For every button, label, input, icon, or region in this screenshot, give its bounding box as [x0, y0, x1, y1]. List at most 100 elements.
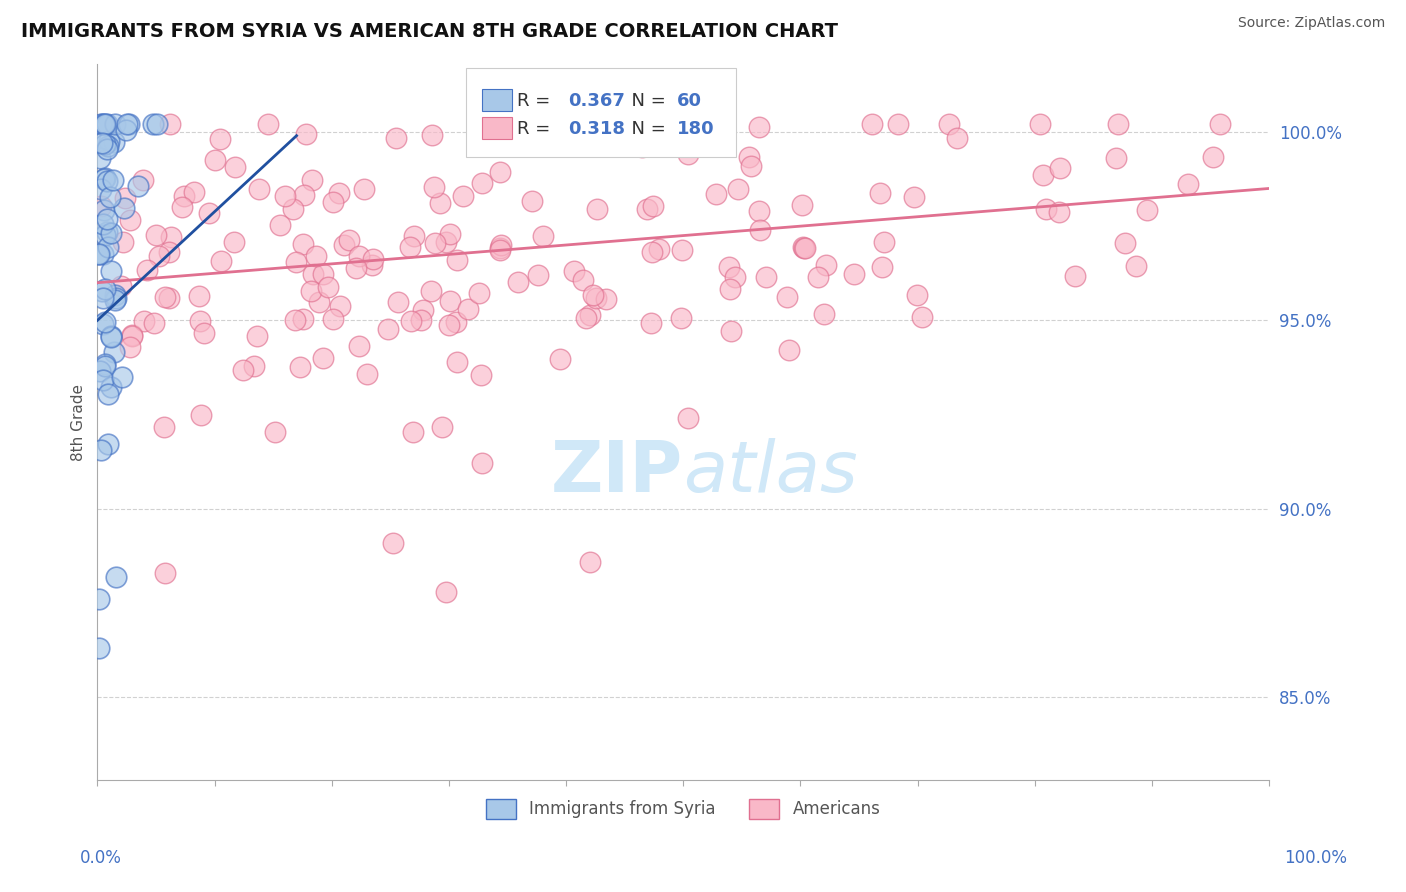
Point: [93, 171, 115, 186]
Point: [329, 299, 352, 313]
Point: [256, 117, 278, 131]
Point: [508, 275, 530, 289]
Point: [640, 316, 662, 330]
Point: [247, 182, 270, 196]
Point: [356, 367, 378, 381]
Point: [155, 566, 177, 580]
Text: N =: N =: [620, 92, 672, 110]
Point: [155, 290, 177, 304]
Point: [717, 260, 740, 275]
Point: [938, 117, 960, 131]
Point: [748, 204, 770, 219]
Point: [91, 117, 114, 131]
Point: [792, 198, 814, 212]
Point: [104, 288, 127, 302]
Point: [159, 244, 181, 259]
Point: [347, 339, 370, 353]
Point: [143, 316, 166, 330]
Point: [91, 284, 114, 298]
Point: [755, 270, 778, 285]
Point: [305, 249, 328, 263]
Point: [555, 117, 578, 131]
Point: [316, 280, 339, 294]
Point: [1114, 235, 1136, 250]
Point: [489, 241, 512, 255]
Point: [468, 286, 491, 301]
Point: [887, 117, 910, 131]
Point: [97, 134, 120, 148]
Point: [1177, 177, 1199, 191]
Point: [1105, 151, 1128, 165]
Point: [94, 228, 117, 243]
Point: [87, 641, 110, 656]
Point: [636, 202, 658, 216]
Point: [94, 315, 117, 329]
Point: [361, 252, 384, 266]
Point: [114, 191, 136, 205]
Point: [582, 287, 605, 301]
Point: [575, 310, 598, 325]
Point: [634, 117, 657, 131]
Point: [90, 199, 112, 213]
Point: [322, 311, 344, 326]
FancyBboxPatch shape: [467, 68, 735, 157]
Point: [578, 555, 600, 569]
Point: [94, 170, 117, 185]
Point: [439, 294, 461, 309]
Point: [132, 314, 155, 328]
Point: [434, 584, 457, 599]
Point: [157, 291, 180, 305]
Text: atlas: atlas: [683, 438, 858, 507]
Point: [322, 194, 344, 209]
Point: [434, 235, 457, 249]
Point: [190, 408, 212, 422]
Text: IMMIGRANTS FROM SYRIA VS AMERICAN 8TH GRADE CORRELATION CHART: IMMIGRANTS FROM SYRIA VS AMERICAN 8TH GR…: [21, 22, 838, 41]
Point: [409, 313, 432, 327]
Point: [96, 174, 118, 188]
Point: [100, 380, 122, 394]
Point: [333, 238, 356, 252]
Point: [285, 255, 308, 269]
Point: [1107, 117, 1129, 131]
Point: [112, 201, 135, 215]
Point: [299, 285, 322, 299]
Point: [111, 235, 134, 249]
Point: [387, 295, 409, 310]
Point: [224, 160, 246, 174]
Point: [281, 202, 304, 217]
Point: [471, 456, 494, 470]
Point: [172, 200, 194, 214]
Point: [89, 246, 111, 260]
Point: [120, 213, 142, 227]
Point: [557, 121, 579, 136]
FancyBboxPatch shape: [482, 118, 512, 139]
Point: [146, 117, 169, 131]
Point: [104, 117, 127, 131]
Point: [264, 425, 287, 440]
Point: [90, 117, 112, 131]
Point: [232, 362, 254, 376]
Point: [704, 187, 727, 202]
Point: [676, 146, 699, 161]
Point: [815, 259, 838, 273]
Point: [548, 351, 571, 366]
Point: [96, 142, 118, 156]
Point: [398, 240, 420, 254]
Point: [93, 117, 115, 131]
Point: [91, 318, 114, 332]
Point: [522, 194, 544, 208]
Point: [1049, 161, 1071, 176]
Point: [100, 330, 122, 344]
Point: [946, 131, 969, 145]
Point: [572, 273, 595, 287]
Point: [806, 270, 828, 285]
Point: [430, 420, 453, 434]
Point: [193, 326, 215, 340]
Point: [100, 226, 122, 240]
Text: 0.0%: 0.0%: [80, 849, 122, 867]
Text: N =: N =: [620, 120, 672, 138]
Point: [87, 592, 110, 607]
Point: [153, 419, 176, 434]
Point: [100, 329, 122, 343]
Point: [702, 117, 724, 131]
